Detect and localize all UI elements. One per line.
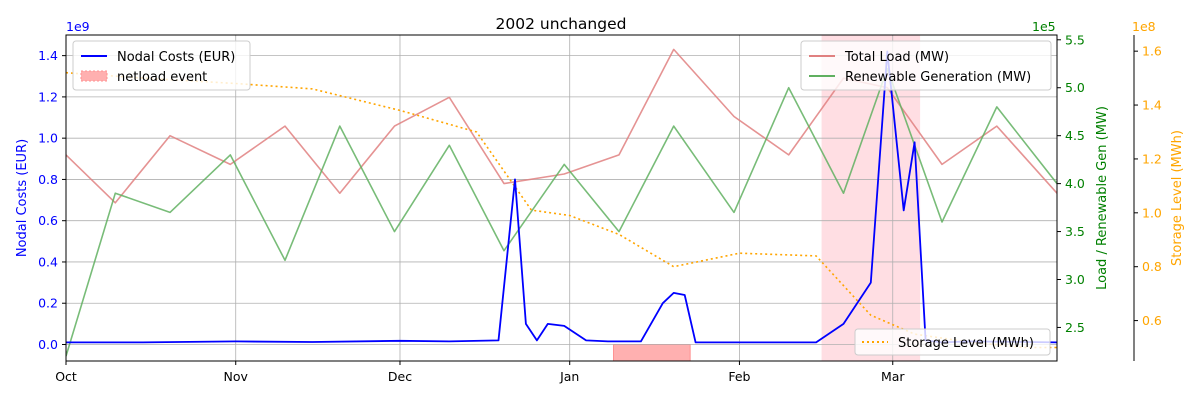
left-tick-label: 0.6	[38, 213, 58, 228]
legend-box	[800, 40, 1052, 91]
series-line-storage-level	[66, 71, 1057, 349]
x-tick-label: Dec	[388, 369, 412, 384]
left-axis-multiplier: 1e9	[66, 19, 90, 34]
right2-tick-label: 1.6	[1142, 44, 1162, 59]
chart-title: 2002 unchanged	[496, 15, 627, 33]
left-tick-label: 0.2	[38, 296, 58, 311]
x-tick-label: Nov	[224, 369, 249, 384]
right2-tick-label: 0.8	[1142, 259, 1162, 274]
left-axis-label: Nodal Costs (EUR)	[15, 139, 30, 257]
left-tick-label: 0.4	[38, 254, 58, 269]
right1-tick-label: 2.5	[1065, 320, 1085, 335]
left-tick-label: 1.2	[38, 89, 58, 104]
right1-tick-label: 5.0	[1065, 80, 1085, 95]
right1-tick-label: 4.0	[1065, 176, 1085, 191]
right2-tick-label: 1.0	[1142, 205, 1162, 220]
left-tick-label: 1.0	[38, 131, 58, 146]
x-axis: Oct Nov Dec Jan Feb Mar	[55, 361, 905, 384]
left-tick-label: 0.8	[38, 172, 58, 187]
legend-label-renewable: Renewable Generation (MW)	[845, 70, 1031, 85]
plot-frame	[65, 34, 1058, 362]
legend-box	[72, 40, 251, 91]
right1-tick-label: 4.5	[1065, 128, 1085, 143]
legend-box	[854, 328, 1051, 356]
right1-tick-label: 5.5	[1065, 32, 1085, 47]
x-tick-label: Oct	[55, 369, 77, 384]
x-tick-label: Jan	[559, 369, 579, 384]
right2-axis-label: Storage Level (MWh)	[1170, 130, 1185, 266]
legend-lower-right: Storage Level (MWh)	[854, 328, 1051, 356]
legend-upper-right: Total Load (MW) Renewable Generation (MW…	[800, 40, 1052, 91]
left-tick-label: 1.4	[38, 48, 58, 63]
x-tick-label: Feb	[728, 369, 750, 384]
legend-label-nodal-costs: Nodal Costs (EUR)	[117, 50, 235, 65]
legend-upper-left: Nodal Costs (EUR) netload event	[72, 40, 251, 91]
right2-tick-label: 1.4	[1142, 98, 1162, 113]
right-axis-storage: 0.6 0.8 1.0 1.2 1.4 1.6	[1134, 44, 1162, 328]
left-tick-label: 0.0	[38, 337, 58, 352]
legend-label-netload-event: netload event	[117, 70, 207, 85]
right1-axis-multiplier: 1e5	[1032, 19, 1056, 34]
netload-event-bar	[613, 344, 691, 361]
right2-axis-multiplier: 1e8	[1132, 19, 1156, 34]
right2-tick-label: 0.6	[1142, 313, 1162, 328]
right2-tick-label: 1.2	[1142, 151, 1162, 166]
series-line-nodal-costs	[66, 50, 1057, 344]
left-axis: 0.0 0.2 0.4 0.6 0.8 1.0 1.2 1.4	[38, 48, 66, 352]
legend-label-storage: Storage Level (MWh)	[898, 336, 1034, 351]
legend-label-total-load: Total Load (MW)	[844, 50, 949, 65]
right1-tick-label: 3.0	[1065, 272, 1085, 287]
right1-axis-label: Load / Renewable Gen (MW)	[1095, 106, 1110, 290]
right1-tick-label: 3.5	[1065, 224, 1085, 239]
right-axis-load: 2.5 3.0 3.5 4.0 4.5 5.0 5.5	[1057, 32, 1085, 335]
legend-swatch-netload-event	[80, 70, 108, 82]
x-tick-label: Mar	[881, 369, 905, 384]
